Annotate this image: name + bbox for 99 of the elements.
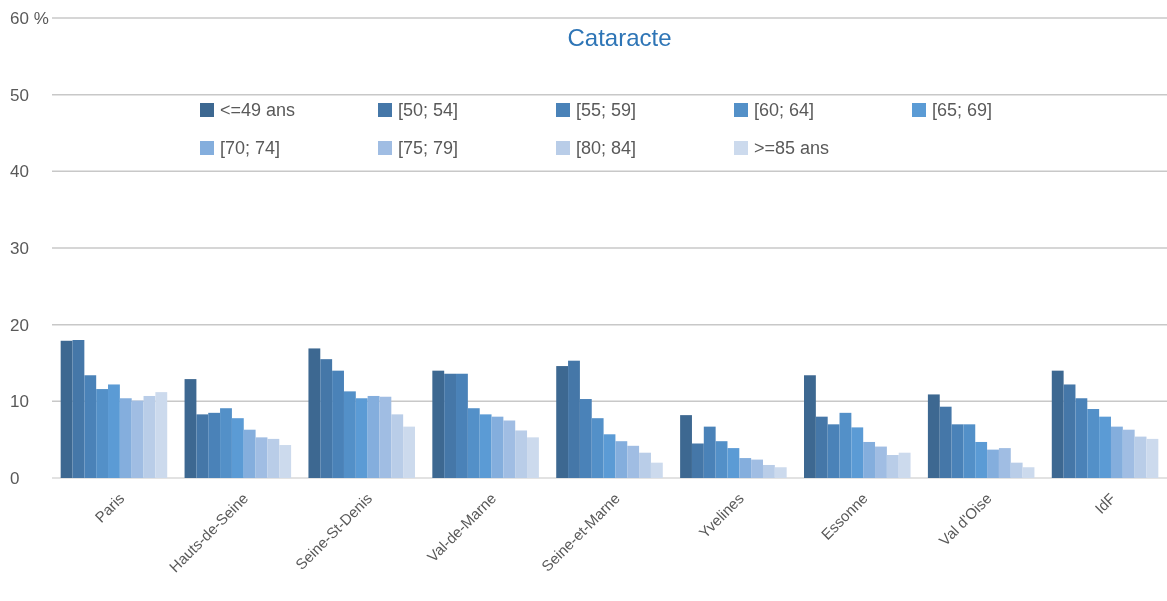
bar [987, 449, 999, 478]
bar [1099, 416, 1111, 478]
bar [503, 420, 516, 478]
bar [556, 366, 569, 478]
legend-label: [60; 64] [754, 100, 815, 121]
y-tick-label: 50 [10, 85, 29, 105]
bar [1087, 409, 1100, 478]
bar [403, 426, 415, 478]
y-tick-label: 30 [10, 238, 29, 258]
chart-title: Cataracte [567, 24, 672, 51]
bar [703, 426, 716, 478]
y-tick-label: 60 % [10, 8, 49, 28]
bar [963, 424, 976, 478]
bar [355, 398, 368, 478]
legend-label: [50; 54] [398, 100, 459, 121]
y-tick-label: 0 [10, 468, 20, 488]
bar [680, 415, 692, 478]
bar [827, 424, 840, 478]
y-tick-label: 10 [10, 392, 29, 412]
bar [804, 375, 816, 478]
bar [815, 416, 828, 478]
bar [951, 424, 964, 478]
bar [267, 438, 280, 478]
bar [231, 418, 244, 478]
bar [650, 462, 663, 478]
bar [444, 373, 457, 478]
bar [751, 459, 763, 478]
bar [119, 398, 132, 478]
bar [875, 446, 887, 478]
bar [60, 340, 73, 478]
bar [691, 443, 704, 478]
legend-label: [75; 79] [398, 138, 459, 159]
bar [839, 412, 852, 478]
bar [1022, 467, 1035, 478]
bar [1063, 384, 1076, 478]
bar [479, 414, 492, 478]
bar [1010, 462, 1023, 478]
bar [1122, 429, 1135, 478]
bar [615, 441, 628, 478]
bar [579, 399, 592, 478]
bar [527, 437, 539, 478]
bar [220, 408, 232, 478]
bar [155, 392, 168, 478]
bar [96, 389, 109, 478]
legend-label: [65; 69] [932, 100, 993, 121]
bar [131, 400, 144, 478]
legend-label: [55; 59] [576, 100, 637, 121]
bar [255, 437, 268, 478]
bar [1134, 436, 1147, 478]
bar [1075, 398, 1088, 478]
bar [639, 452, 651, 478]
bar [467, 408, 480, 478]
bar [108, 384, 120, 478]
bar [568, 360, 580, 478]
bar [927, 394, 940, 478]
bar [72, 340, 85, 478]
bar [975, 441, 988, 478]
y-tick-label: 40 [10, 162, 29, 182]
bar [391, 414, 404, 478]
legend-label: <=49 ans [220, 100, 296, 121]
bar [715, 441, 728, 478]
bar [739, 458, 752, 478]
bar [456, 373, 468, 478]
bar [1051, 370, 1064, 478]
legend-label: >=85 ans [754, 138, 830, 159]
bar [343, 391, 356, 478]
bar [279, 445, 292, 478]
bar [886, 455, 899, 478]
bar [1146, 438, 1159, 478]
bar [1110, 426, 1123, 478]
bar [851, 427, 864, 478]
bar [143, 395, 156, 478]
bar [762, 464, 775, 478]
legend-label: [80; 84] [576, 138, 637, 159]
bar [367, 395, 380, 478]
bar [196, 414, 209, 478]
bar [491, 416, 504, 478]
bar [208, 412, 221, 478]
bar [432, 370, 445, 478]
bar [320, 359, 333, 478]
bar [627, 445, 640, 478]
x-tick-label: IdF [1091, 489, 1119, 517]
bar [898, 452, 911, 478]
bar [939, 406, 952, 478]
bar [379, 396, 392, 478]
bar [308, 348, 321, 478]
y-tick-label: 20 [10, 315, 29, 335]
bar [591, 418, 604, 478]
bar [863, 441, 876, 478]
bar [603, 434, 616, 478]
bar [243, 429, 256, 478]
bar [84, 375, 97, 478]
legend-label: [70; 74] [220, 138, 281, 159]
bar [184, 379, 197, 478]
bar [727, 448, 740, 478]
bar [332, 370, 344, 478]
bar [998, 448, 1011, 478]
bar [515, 430, 528, 478]
bar [774, 467, 787, 478]
